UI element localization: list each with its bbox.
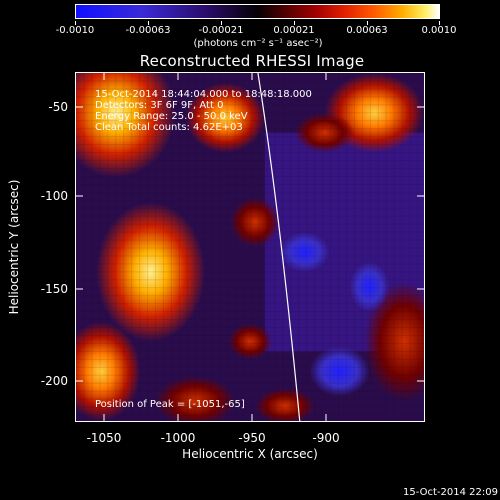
x-axis-label: Heliocentric X (arcsec) xyxy=(182,447,318,461)
colorbar-tick xyxy=(439,21,440,25)
rhessi-heatmap xyxy=(76,73,424,421)
peak-position-label: Position of Peak = [-1051,-65] xyxy=(95,399,245,410)
colorbar-tick xyxy=(148,21,149,25)
y-tick-label: -50 xyxy=(48,100,68,114)
y-tick-label: -200 xyxy=(40,374,68,388)
solar-limb-line xyxy=(257,73,301,421)
detectors-label: Detectors: 3F 6F 9F, Att 0 xyxy=(95,100,224,111)
colorbar-tick-label: -0.0010 xyxy=(55,25,95,36)
colorbar-tick xyxy=(221,21,222,25)
colorbar-tick xyxy=(294,21,295,25)
x-tick-label: -950 xyxy=(238,431,266,445)
colorbar-tick-label: 0.00021 xyxy=(273,25,315,36)
colorbar xyxy=(75,4,440,19)
colorbar-tick-label: 0.00063 xyxy=(346,25,388,36)
colorbar-tick-label: 0.0010 xyxy=(421,25,457,36)
time-range-label: 15-Oct-2014 18:44:04.000 to 18:48:18.000 xyxy=(95,89,312,100)
image-plot-area: 15-Oct-2014 18:44:04.000 to 18:48:18.000… xyxy=(75,72,425,422)
render-timestamp: 15-Oct-2014 22:09 xyxy=(403,487,498,498)
y-tick-label: -150 xyxy=(40,282,68,296)
energy-range-label: Energy Range: 25.0 - 50.0 keV xyxy=(95,111,248,122)
y-tick-label: -100 xyxy=(40,189,68,203)
x-tick-label: -1000 xyxy=(160,431,196,445)
colorbar-tick-label: -0.00063 xyxy=(125,25,171,36)
x-tick-label: -900 xyxy=(312,431,340,445)
colorbar-tick xyxy=(75,21,76,25)
y-axis-label: Heliocentric Y (arcsec) xyxy=(7,179,21,315)
image-title: Reconstructed RHESSI Image xyxy=(139,52,365,70)
colorbar-tick-label: -0.00021 xyxy=(198,25,244,36)
method-counts-label: Clean Total counts: 4.62E+03 xyxy=(95,122,243,133)
x-tick-label: -1050 xyxy=(86,431,122,445)
colorbar-units: (photons cm⁻² s⁻¹ asec⁻²) xyxy=(193,38,323,49)
colorbar-tick xyxy=(367,21,368,25)
